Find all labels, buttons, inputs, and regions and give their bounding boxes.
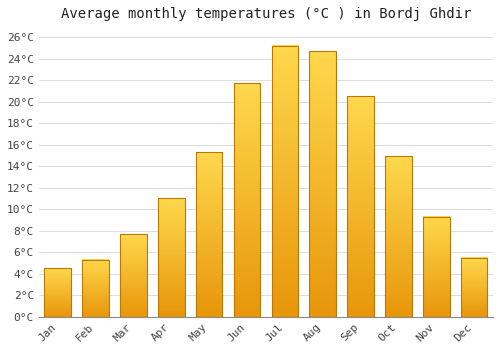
Bar bbox=[44, 268, 71, 317]
Bar bbox=[158, 198, 184, 317]
Bar bbox=[120, 234, 146, 317]
Bar bbox=[385, 156, 411, 317]
Bar bbox=[348, 96, 374, 317]
Bar bbox=[196, 152, 222, 317]
Bar bbox=[423, 217, 450, 317]
Bar bbox=[461, 258, 487, 317]
Title: Average monthly temperatures (°C ) in Bordj Ghdir: Average monthly temperatures (°C ) in Bo… bbox=[60, 7, 471, 21]
Bar bbox=[234, 83, 260, 317]
Bar bbox=[82, 260, 109, 317]
Bar bbox=[310, 51, 336, 317]
Bar bbox=[272, 46, 298, 317]
